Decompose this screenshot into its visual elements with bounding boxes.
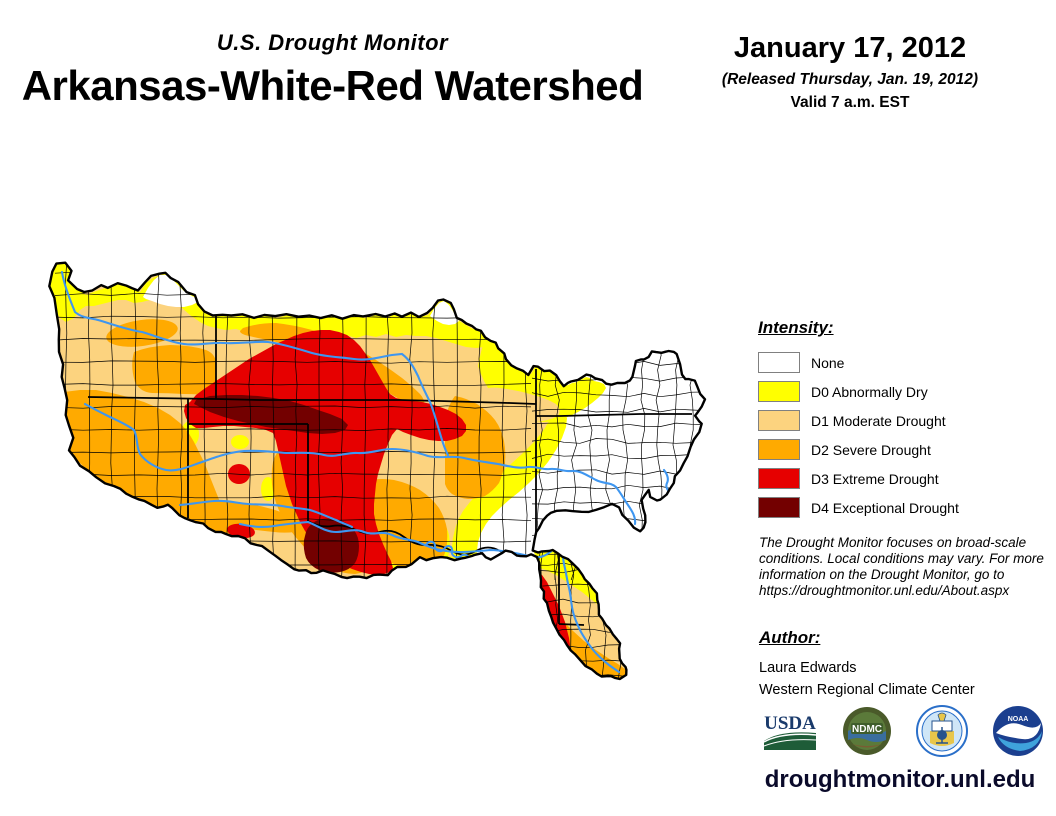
site-url: droughtmonitor.unl.edu [764, 766, 1036, 793]
legend-swatch [758, 439, 800, 460]
noaa-logo-text: NOAA [1008, 716, 1029, 723]
legend-item: None [758, 352, 1048, 373]
legend-label: D2 Severe Drought [811, 441, 931, 458]
legend-label: D0 Abnormally Dry [811, 383, 928, 400]
legend-label: D3 Extreme Drought [811, 470, 939, 487]
map-date: January 17, 2012 [733, 32, 967, 64]
legend-rows: None D0 Abnormally Dry D1 Moderate Drought… [758, 352, 1048, 518]
legend-item: D0 Abnormally Dry [758, 381, 1048, 402]
disclaimer-line: The Drought Monitor focuses on broad-sca… [759, 535, 1027, 550]
disclaimer-line: https://droughtmonitor.unl.edu/About.asp… [759, 582, 1010, 598]
legend-label: D1 Moderate Drought [811, 412, 946, 429]
author-org: Western Regional Climate Center [759, 682, 975, 698]
title-block: U.S. Drought Monitor Arkansas-White-Red … [0, 0, 665, 110]
disclaimer-line: conditions. Local conditions may vary. F… [759, 550, 1044, 566]
legend-label: None [811, 354, 845, 371]
ndmc-logo-text: NDMC [852, 724, 882, 735]
author-name: Laura Edwards [759, 660, 857, 676]
noaa-logo: NOAA [993, 706, 1043, 756]
disclaimer-line: information on the Drought Monitor, go t… [759, 566, 1005, 582]
legend-title: Intensity: [758, 318, 834, 337]
legend-label: D4 Exceptional Drought [811, 499, 959, 516]
doc-logo [916, 705, 968, 757]
legend-item: D1 Moderate Drought [758, 410, 1048, 431]
legend-item: D4 Exceptional Drought [758, 497, 1048, 518]
legend-item: D3 Extreme Drought [758, 468, 1048, 489]
date-block: January 17, 2012 (Released Thursday, Jan… [690, 0, 1010, 112]
disclaimer-text: The Drought Monitor focuses on broad-sca… [759, 535, 1056, 599]
legend-swatch [758, 497, 800, 518]
legend-swatch [758, 410, 800, 431]
map-title: Arkansas-White-Red Watershed [21, 62, 644, 109]
author-title: Author: [759, 628, 821, 647]
author-block: Author: Laura Edwards Western Regional C… [759, 628, 975, 698]
valid-time: Valid 7 a.m. EST [790, 94, 910, 111]
legend: Intensity: None D0 Abnormally Dry D1 Moder… [758, 318, 1048, 526]
release-date: (Released Thursday, Jan. 19, 2012) [721, 71, 979, 88]
legend-swatch [758, 468, 800, 489]
legend-item: D2 Severe Drought [758, 439, 1048, 460]
ndmc-logo: NDMC [843, 707, 891, 755]
legend-swatch [758, 352, 800, 373]
usda-logo: USDA [763, 711, 817, 751]
agency-logos: USDA NDMC NOAA [762, 705, 1044, 757]
map-subtitle: U.S. Drought Monitor [216, 30, 449, 55]
legend-swatch [758, 381, 800, 402]
usda-logo-text: USDA [764, 713, 816, 734]
